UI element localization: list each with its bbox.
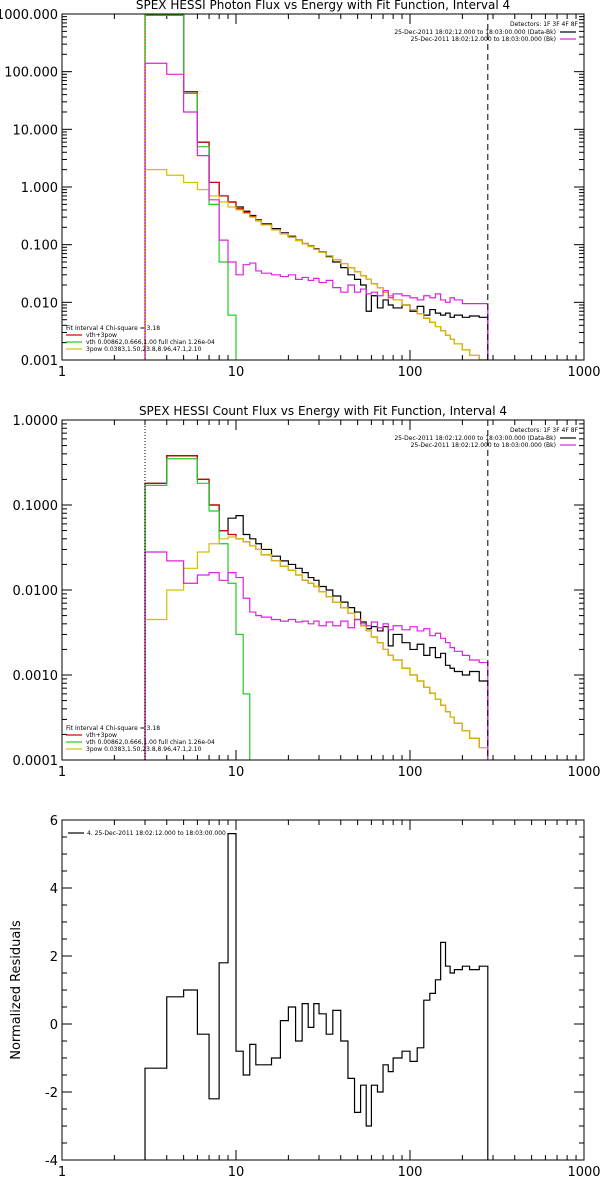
plot-panel-3: Normalized Residuals 1 10 100 1000 -4 -2 0 2 4 6 4.… [9, 814, 600, 1180]
x-tick-label: 10 [228, 765, 245, 780]
legend-entry: 25-Dec-2011 18:02:12.000 to 18:03:00.000… [394, 435, 556, 442]
series-line-2 [144, 14, 488, 360]
y-tick-label: 6 [50, 814, 58, 829]
y-tick-label: 1.000 [21, 181, 58, 196]
y-tick-label: 1000.000 [0, 8, 58, 23]
x-tick-label: 1000 [567, 365, 600, 380]
legend-entry: 4. 25-Dec-2011 18:02:12.000 to 18:03:00.… [87, 830, 226, 837]
x-tick-label: 1000 [567, 765, 600, 780]
plot-frame [61, 419, 585, 761]
x-tick-label: 100 [398, 365, 423, 380]
series-line-5 [144, 551, 489, 760]
series-line-1 [144, 14, 489, 360]
y-tick-label: -4 [45, 1154, 58, 1169]
legend-detectors: Detectors: 1F 3F 4F 8F [510, 21, 579, 28]
x-tick-label: 1 [58, 365, 66, 380]
chart-title: SPEX HESSI Photon Flux vs Energy with Fi… [136, 0, 510, 12]
y-tick-label: 1.0000 [13, 414, 59, 429]
series-group [144, 14, 489, 360]
y-tick-label: 0.100 [21, 239, 58, 254]
legend-entry: 25-Dec-2011 18:02:12.000 to 18:03:00.000… [411, 442, 556, 449]
plot-frame [61, 819, 585, 1161]
fit-legend-entry: 3pow 0.0383,1.50,23.8,8.96,47.1,2.10 [86, 746, 202, 753]
y-tick-label: 2 [50, 950, 58, 965]
series-line-1 [144, 833, 489, 1160]
y-tick-label: 100.000 [4, 66, 58, 81]
fit-legend-header: Fit Interval 4 Chi-square = 3.18 [66, 725, 160, 732]
legend-entry: 25-Dec-2011 18:02:12.000 to 18:03:00.000… [394, 29, 556, 36]
fit-legend-entry: vth+3pow [86, 732, 117, 739]
series-line-2 [144, 455, 489, 760]
series-group [144, 833, 489, 1160]
y-tick-label: 0.0100 [13, 584, 59, 599]
series-line-3 [144, 14, 489, 360]
fit-legend-entry: vth+3pow [86, 332, 117, 339]
fit-legend-entry: vth 0.00862,0.666,1.00 full chian 1.26e-… [86, 339, 215, 346]
x-tick-label: 100 [398, 765, 423, 780]
series-line-1 [144, 455, 489, 760]
x-tick-label: 100 [398, 1165, 423, 1180]
series-line-4 [144, 536, 489, 760]
x-tick-label: 10 [228, 1165, 245, 1180]
x-tick-label: 1 [58, 1165, 66, 1180]
y-tick-label: -2 [45, 1086, 58, 1101]
y-tick-label: 0.0001 [13, 754, 59, 769]
y-tick-label: 0.010 [21, 296, 58, 311]
x-tick-label: 10 [228, 365, 245, 380]
y-tick-label: 10.000 [13, 123, 59, 138]
plot-frame [61, 13, 585, 361]
y-tick-label: 4 [50, 882, 58, 897]
y-tick-label: 0 [50, 1018, 58, 1033]
x-tick-label: 1000 [567, 1165, 600, 1180]
series-line-5 [144, 62, 489, 360]
legend-detectors: Detectors: 1F 3F 4F 8F [510, 427, 579, 434]
plot-panel-2: SPEX HESSI Count Flux vs Energy with Fit… [13, 404, 600, 780]
chart-title: SPEX HESSI Count Flux vs Energy with Fit… [139, 404, 507, 418]
series-line-3 [144, 458, 489, 760]
y-tick-label: 0.0010 [13, 669, 59, 684]
plot-panel-1: SPEX HESSI Photon Flux vs Energy with Fi… [0, 0, 600, 380]
y-tick-label: 0.001 [21, 354, 58, 369]
fit-legend-entry: vth 0.00862,0.666,1.00 full chian 1.26e-… [86, 739, 215, 746]
series-group [144, 455, 489, 760]
x-tick-label: 1 [58, 765, 66, 780]
fit-legend-entry: 3pow 0.0383,1.50,23.8,8.96,47.1,2.10 [86, 346, 202, 353]
legend-entry: 25-Dec-2011 18:02:12.000 to 18:03:00.000… [411, 36, 556, 43]
y-axis-label: Normalized Residuals [9, 920, 24, 1060]
y-tick-label: 0.1000 [13, 499, 59, 514]
series-line-4 [144, 169, 488, 360]
fit-legend-header: Fit Interval 4 Chi-square = 3.18 [66, 325, 160, 332]
